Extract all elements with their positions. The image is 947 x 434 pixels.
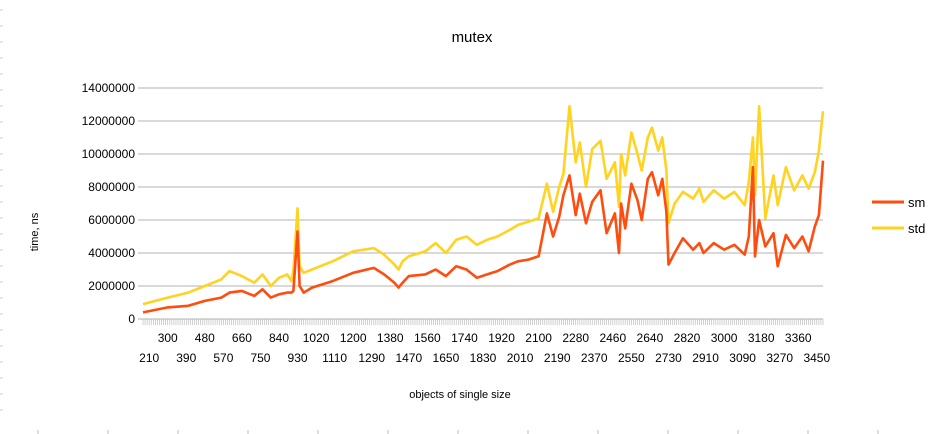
x-tick-label: 3090 — [729, 351, 756, 365]
x-tick-label: 480 — [195, 331, 215, 345]
x-tick-label: 1470 — [395, 351, 422, 365]
gridlines — [143, 87, 823, 320]
x-tick-label: 1830 — [470, 351, 497, 365]
x-tick-label: 570 — [213, 351, 233, 365]
x-tick-label: 2820 — [674, 331, 701, 345]
y-tick-label: 0 — [128, 312, 135, 326]
legend: sm std — [872, 195, 925, 236]
x-tick-label: 2280 — [562, 331, 589, 345]
series-line-std — [142, 104, 825, 306]
x-tick-label: 2370 — [581, 351, 608, 365]
x-axis-title: objects of single size — [409, 389, 511, 401]
legend-label-std: std — [908, 221, 925, 236]
x-tick-label: 2910 — [692, 351, 719, 365]
x-tick-label: 3000 — [711, 331, 738, 345]
x-tick-label: 2550 — [618, 351, 645, 365]
x-tick-label: 660 — [232, 331, 252, 345]
x-tick-label: 2730 — [655, 351, 682, 365]
y-tick-label: 12000000 — [82, 114, 136, 128]
x-tick-label: 1740 — [451, 331, 478, 345]
x-tick-label: 1380 — [377, 331, 404, 345]
y-axis-title: time, ns — [29, 212, 41, 251]
x-tick-label: 1650 — [433, 351, 460, 365]
x-tick-label: 3450 — [803, 351, 830, 365]
x-tick-label: 1110 — [322, 351, 347, 365]
y-tick-label: 6000000 — [88, 213, 135, 227]
y-axis-ticks: 0 2000000 4000000 6000000 8000000 10000000 120… — [82, 81, 143, 326]
y-tick-label: 14000000 — [82, 81, 136, 95]
x-tick-label: 3270 — [766, 351, 793, 365]
y-tick-label: 10000000 — [82, 147, 136, 161]
x-tick-label: 2010 — [507, 351, 534, 365]
x-tick-label: 300 — [158, 331, 178, 345]
x-tick-label: 930 — [288, 351, 308, 365]
series-line-sm — [142, 160, 825, 314]
x-axis — [142, 318, 824, 325]
x-tick-label: 210 — [139, 351, 159, 365]
x-tick-label: 1560 — [414, 331, 441, 345]
x-tick-label: 750 — [250, 351, 270, 365]
x-tick-label: 2460 — [599, 331, 626, 345]
x-tick-label: 390 — [176, 351, 196, 365]
x-tick-label: 3360 — [785, 331, 812, 345]
legend-label-sm: sm — [908, 195, 925, 210]
x-axis-tick-labels: 300 480 660 840 1020 1200 1380 1560 1740 1920 2100… — [139, 331, 830, 365]
outer-frame-ticks — [0, 9, 879, 434]
series-lines — [142, 104, 825, 314]
x-tick-label: 2640 — [637, 331, 664, 345]
x-tick-label: 2190 — [544, 351, 571, 365]
y-tick-label: 8000000 — [88, 180, 135, 194]
y-tick-label: 4000000 — [88, 246, 135, 260]
y-tick-label: 2000000 — [88, 279, 135, 293]
x-tick-label: 1290 — [358, 351, 385, 365]
x-tick-label: 2100 — [525, 331, 552, 345]
x-tick-label: 1920 — [488, 331, 515, 345]
x-tick-label: 840 — [269, 331, 289, 345]
chart-title: mutex — [452, 29, 493, 46]
x-tick-label: 1020 — [303, 331, 330, 345]
x-tick-label: 3180 — [748, 331, 775, 345]
x-tick-label: 1200 — [340, 331, 367, 345]
